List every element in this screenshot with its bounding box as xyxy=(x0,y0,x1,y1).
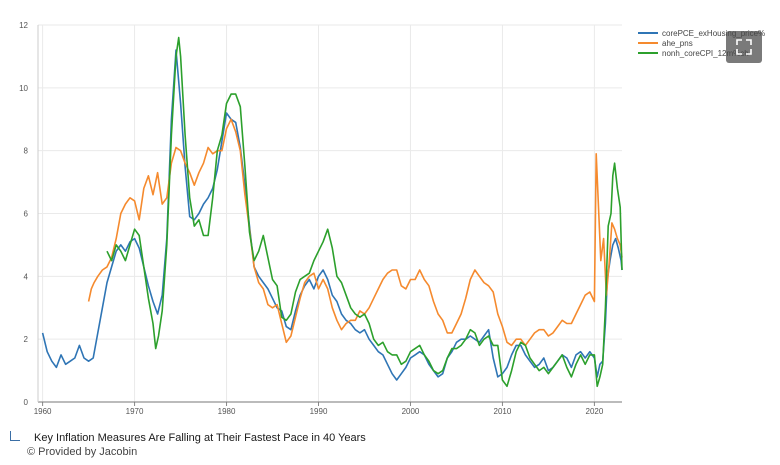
legend-label-2[interactable]: nonh_coreCPI_12m%ch xyxy=(662,49,749,58)
legend-label-1[interactable]: ahe_pns xyxy=(662,39,693,48)
y-tick-label: 8 xyxy=(24,147,29,156)
y-tick-label: 2 xyxy=(24,335,29,344)
x-tick-label: 2000 xyxy=(402,407,420,416)
caption-corner-icon xyxy=(10,431,20,441)
series-lines xyxy=(41,36,623,388)
x-tick-label: 1960 xyxy=(34,407,52,416)
y-tick-label: 6 xyxy=(24,210,29,219)
legend-label-0[interactable]: corePCE_exHousing_price% xyxy=(662,29,765,38)
y-tick-label: 12 xyxy=(19,21,28,30)
x-tick-label: 2010 xyxy=(494,407,512,416)
grid-lines xyxy=(38,24,622,403)
expand-icon xyxy=(736,39,752,55)
y-tick-label: 4 xyxy=(24,272,29,281)
series-line-1 xyxy=(87,118,623,347)
y-tick-label: 0 xyxy=(24,398,29,407)
axes: 0 2 4 6 8 10 12 1960 1970 1980 1990 2000 2010 2020 xyxy=(19,21,622,416)
series-line-2 xyxy=(106,36,623,388)
caption-credit: © Provided by Jacobin xyxy=(27,446,138,458)
x-tick-label: 2020 xyxy=(586,407,604,416)
expand-button[interactable] xyxy=(726,31,762,63)
x-tick-label: 1970 xyxy=(126,407,144,416)
y-tick-label: 10 xyxy=(19,84,28,93)
series-line-0 xyxy=(41,49,623,381)
caption-title: Key Inflation Measures Are Falling at Th… xyxy=(34,432,366,444)
caption-text-block: Key Inflation Measures Are Falling at Th… xyxy=(27,431,366,460)
inflation-line-chart: 0 2 4 6 8 10 12 1960 1970 1980 1990 2000 2010 2020 co… xyxy=(19,21,765,416)
x-tick-label: 1980 xyxy=(218,407,236,416)
x-tick-label: 1990 xyxy=(310,407,328,416)
legend: corePCE_exHousing_price%ahe_pnsnonh_core… xyxy=(638,29,765,58)
image-caption: Key Inflation Measures Are Falling at Th… xyxy=(10,431,366,460)
